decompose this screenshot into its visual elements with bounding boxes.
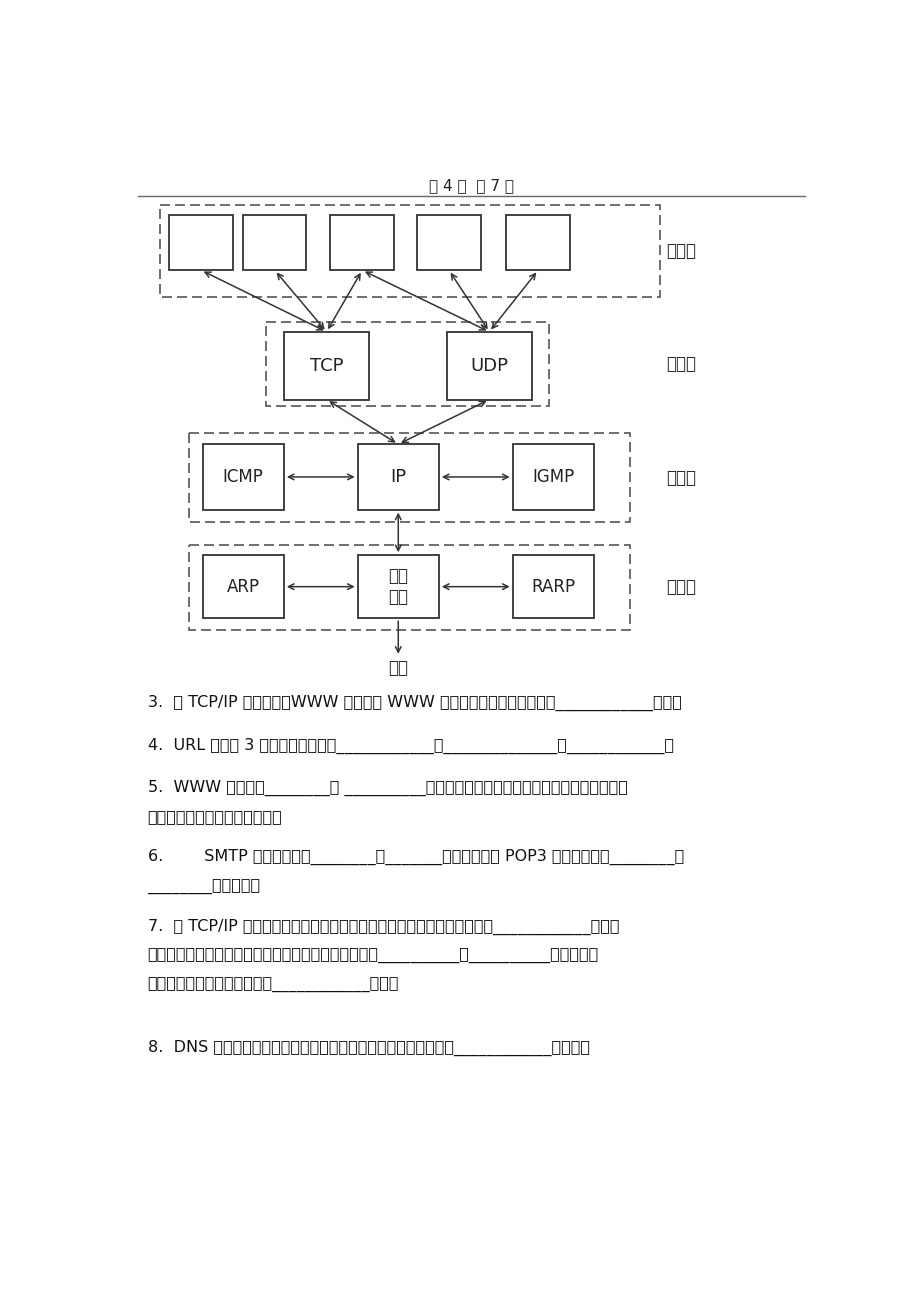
Bar <box>169 215 233 271</box>
Text: ________端口守侯。: ________端口守侯。 <box>147 879 260 893</box>
Text: RARP: RARP <box>530 578 574 596</box>
Text: 览系统，实现各种信息的链接。: 览系统，实现各种信息的链接。 <box>147 810 282 824</box>
Bar <box>512 444 594 509</box>
Bar <box>188 434 630 522</box>
Text: 运输层: 运输层 <box>665 355 695 374</box>
Bar <box>357 444 438 509</box>
Bar <box>160 204 659 297</box>
Text: ICMP: ICMP <box>222 467 264 486</box>
Bar <box>202 555 284 618</box>
Text: 8.  DNS 实际上是一个服务器软件，运行在指定的计算机上，完成____________的映射。: 8. DNS 实际上是一个服务器软件，运行在指定的计算机上，完成________… <box>147 1040 589 1056</box>
Bar <box>357 555 438 618</box>
Text: UDP: UDP <box>470 357 508 375</box>
Bar <box>284 332 369 400</box>
Text: 网络层: 网络层 <box>665 469 695 487</box>
Text: IGMP: IGMP <box>531 467 573 486</box>
Bar <box>505 215 569 271</box>
Text: 媒体: 媒体 <box>388 659 408 677</box>
Bar <box>447 332 531 400</box>
Text: IP: IP <box>390 467 406 486</box>
Text: 7.  在 TCP/IP 互联网中，电子邮件客户端程序向邮件服务器发送邮件使用____________协议，: 7. 在 TCP/IP 互联网中，电子邮件客户端程序向邮件服务器发送邮件使用__… <box>147 918 618 935</box>
Text: 5.  WWW 服务通过________和 __________两种技术为基础，为用户提供界面一致的信息浏: 5. WWW 服务通过________和 __________两种技术为基础，为… <box>147 780 627 796</box>
Text: 4.  URL 一般由 3 部分组成，它们是____________、______________和____________。: 4. URL 一般由 3 部分组成，它们是____________、______… <box>147 738 673 754</box>
Bar <box>202 444 284 509</box>
Bar <box>330 215 393 271</box>
Text: 服务器之间相互传递邮件使用____________协议。: 服务器之间相互传递邮件使用____________协议。 <box>147 976 399 992</box>
Bar <box>417 215 481 271</box>
Text: 链路层: 链路层 <box>665 578 695 596</box>
Bar <box>243 215 306 271</box>
Text: 电子邮件客户端程序查看邮件服务器中自己的邮箱使用__________或__________协议，邮件: 电子邮件客户端程序查看邮件服务器中自己的邮箱使用__________或_____… <box>147 948 598 963</box>
Text: 6.        SMTP 服务器通常在________的_______端口守侯，而 POP3 服务器通常在________的: 6. SMTP 服务器通常在________的_______端口守侯，而 POP… <box>147 849 683 866</box>
Text: 3.  在 TCP/IP 互联网中，WWW 服务器与 WWW 浏览器之间的信息传递使用____________协议。: 3. 在 TCP/IP 互联网中，WWW 服务器与 WWW 浏览器之间的信息传递… <box>147 695 681 711</box>
Text: 第 4 页  共 7 页: 第 4 页 共 7 页 <box>428 178 514 193</box>
Bar <box>188 546 630 630</box>
Text: TCP: TCP <box>310 357 343 375</box>
Text: 应用层: 应用层 <box>665 242 695 260</box>
Bar <box>266 322 549 406</box>
Text: ARP: ARP <box>226 578 259 596</box>
Bar <box>512 555 594 618</box>
Text: 硬件
接口: 硬件 接口 <box>388 568 408 605</box>
